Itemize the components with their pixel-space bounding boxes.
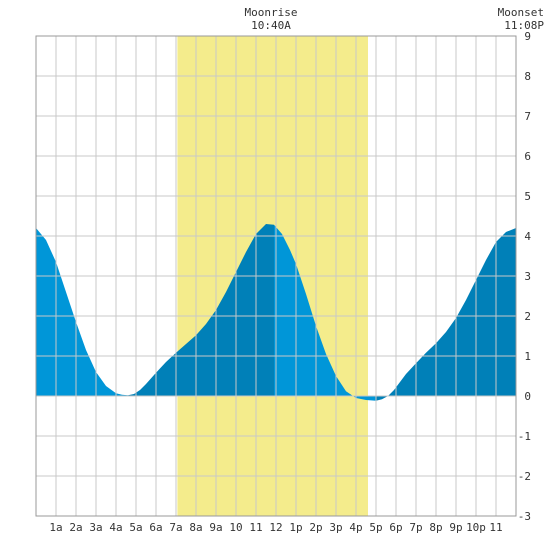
y-tick-label: 7 bbox=[524, 110, 531, 123]
x-tick-label: 12 bbox=[269, 521, 282, 534]
x-tick-label: 10 bbox=[229, 521, 242, 534]
y-tick-label: -3 bbox=[518, 510, 531, 523]
y-axis-ticks: -3 -2 -1 0 1 2 3 4 5 6 7 8 9 bbox=[518, 30, 532, 523]
tide-falling-segment bbox=[274, 224, 376, 401]
x-tick-label: 1p bbox=[289, 521, 302, 534]
y-tick-label: 8 bbox=[524, 70, 531, 83]
y-tick-label: 1 bbox=[524, 350, 531, 363]
y-tick-label: 4 bbox=[524, 230, 531, 243]
x-tick-label: 10p bbox=[466, 521, 486, 534]
x-tick-label: 6p bbox=[389, 521, 402, 534]
y-tick-label: -1 bbox=[518, 430, 531, 443]
x-tick-label: 9p bbox=[449, 521, 462, 534]
grid-lines bbox=[36, 35, 516, 517]
x-tick-label: 4p bbox=[349, 521, 362, 534]
x-tick-label: 3p bbox=[329, 521, 342, 534]
x-tick-label: 5a bbox=[129, 521, 142, 534]
x-tick-label: 1a bbox=[49, 521, 62, 534]
plot-border bbox=[35, 35, 517, 517]
tide-falling-segment bbox=[36, 228, 128, 396]
tide-area bbox=[36, 224, 516, 401]
x-tick-label: 4a bbox=[109, 521, 122, 534]
x-tick-label: 7p bbox=[409, 521, 422, 534]
x-tick-label: 11 bbox=[249, 521, 262, 534]
moonset-title: Moonset bbox=[498, 6, 544, 19]
moonrise-title: Moonrise bbox=[245, 6, 298, 19]
y-tick-label: -2 bbox=[518, 470, 531, 483]
x-tick-label: 11 bbox=[489, 521, 502, 534]
y-tick-label: 6 bbox=[524, 150, 531, 163]
x-tick-label: 2a bbox=[69, 521, 82, 534]
y-tick-label: 2 bbox=[524, 310, 531, 323]
tide-rising-segment bbox=[376, 228, 516, 401]
x-tick-label: 9a bbox=[209, 521, 222, 534]
x-tick-label: 3a bbox=[89, 521, 102, 534]
y-tick-label: 9 bbox=[524, 30, 531, 43]
x-axis-ticks: 1a 2a 3a 4a 5a 6a 7a 8a 9a 10 11 12 1p 2p 3p 4p 5p 6p 7p 8p… bbox=[49, 521, 502, 534]
moonrise-time: 10:40A bbox=[251, 19, 291, 32]
x-tick-label: 5p bbox=[369, 521, 382, 534]
moonset-time: 11:08P bbox=[504, 19, 544, 32]
y-tick-label: 0 bbox=[524, 390, 531, 403]
y-tick-label: 5 bbox=[524, 190, 531, 203]
x-tick-label: 7a bbox=[169, 521, 182, 534]
x-tick-label: 8p bbox=[429, 521, 442, 534]
x-tick-label: 2p bbox=[309, 521, 322, 534]
x-tick-label: 8a bbox=[189, 521, 202, 534]
tide-rising-segment bbox=[128, 224, 274, 396]
x-tick-label: 6a bbox=[149, 521, 162, 534]
y-tick-label: 3 bbox=[524, 270, 531, 283]
